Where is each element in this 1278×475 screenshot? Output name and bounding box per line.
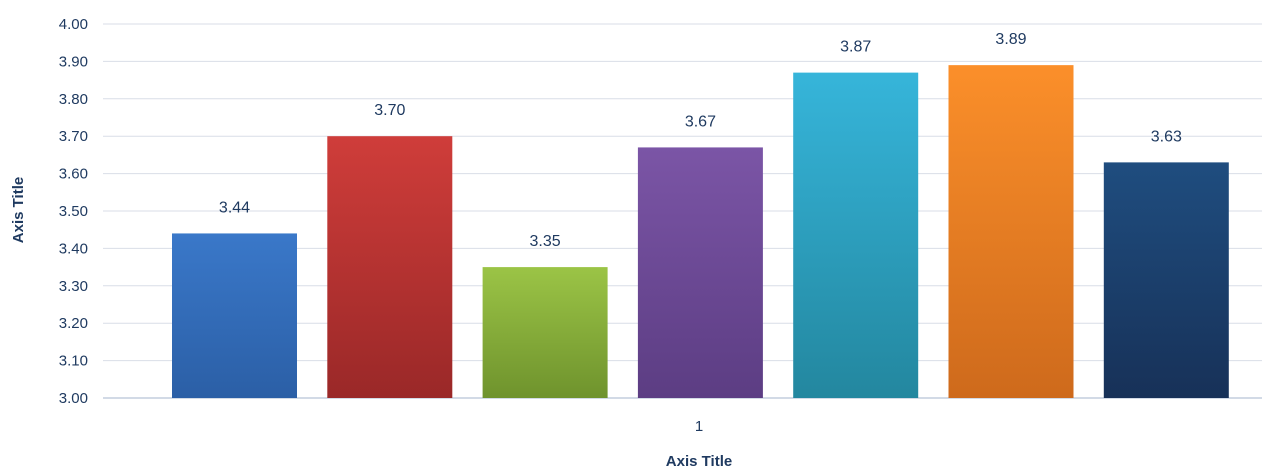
y-tick-label: 3.40 — [59, 240, 88, 257]
bar — [482, 267, 608, 398]
data-label: 3.87 — [840, 39, 871, 56]
data-label: 3.63 — [1151, 128, 1182, 145]
y-tick-label: 3.60 — [59, 166, 88, 183]
x-tick-labels: 1 — [695, 418, 703, 435]
data-label: 3.35 — [530, 233, 561, 250]
bar — [327, 136, 453, 398]
x-axis-title: Axis Title — [666, 453, 732, 470]
data-label: 3.44 — [219, 199, 250, 216]
bar — [637, 147, 763, 398]
bar — [948, 65, 1074, 398]
y-axis-title: Axis Title — [10, 177, 27, 243]
y-tick-label: 4.00 — [59, 16, 88, 33]
bars — [172, 65, 1229, 399]
data-label: 3.70 — [374, 102, 405, 119]
y-tick-label: 3.50 — [59, 203, 88, 220]
y-tick-label: 3.70 — [59, 128, 88, 145]
y-tick-labels: 3.00 3.10 3.20 3.30 3.40 3.50 3.60 3.70 3.80 3.90… — [59, 16, 88, 407]
x-tick-label: 1 — [695, 418, 703, 435]
y-tick-label: 3.80 — [59, 91, 88, 108]
bar — [793, 72, 919, 399]
bar — [172, 233, 297, 398]
y-tick-label: 3.20 — [59, 315, 88, 332]
data-labels: 3.44 3.70 3.35 3.67 3.87 3.89 3.63 — [219, 31, 1182, 250]
data-label: 3.89 — [995, 31, 1026, 48]
y-tick-label: 3.00 — [59, 390, 88, 407]
bar — [1103, 162, 1229, 398]
data-label: 3.67 — [685, 113, 716, 130]
y-tick-label: 3.10 — [59, 353, 88, 370]
y-tick-label: 3.30 — [59, 278, 88, 295]
y-tick-label: 3.90 — [59, 53, 88, 70]
